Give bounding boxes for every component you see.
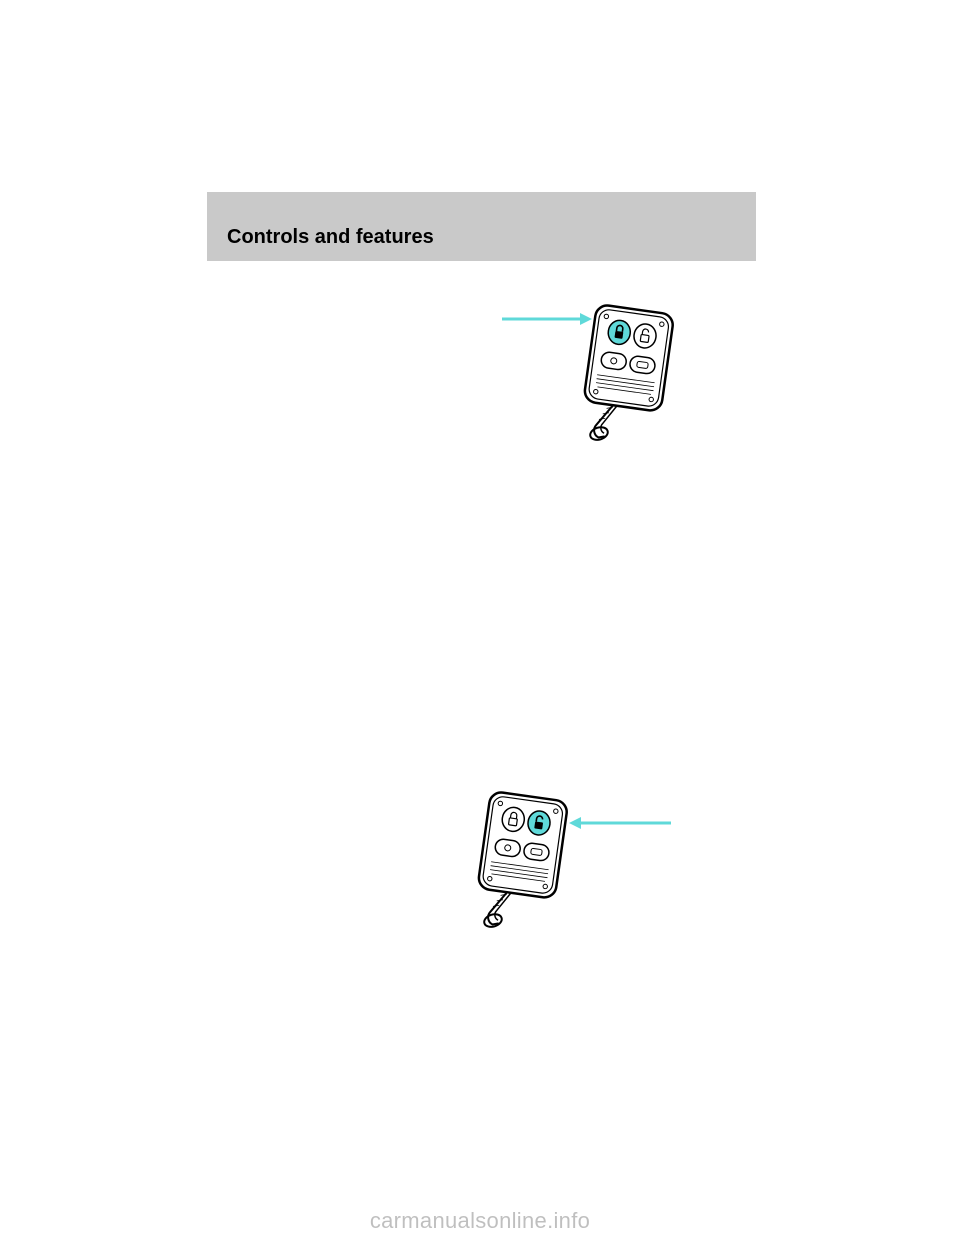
remote-body bbox=[578, 304, 674, 451]
watermark-text: carmanualsonline.info bbox=[370, 1208, 590, 1234]
remote-body-2 bbox=[472, 791, 568, 938]
remote-unlock-diagram bbox=[461, 781, 691, 976]
arrow-to-lock bbox=[502, 313, 592, 325]
page-frame: Controls and features bbox=[207, 192, 756, 283]
section-header: Controls and features bbox=[207, 192, 756, 261]
arrow-to-unlock bbox=[569, 817, 671, 829]
remote-lock-diagram bbox=[492, 289, 692, 474]
remote-unlock-svg bbox=[461, 781, 691, 971]
section-title: Controls and features bbox=[227, 226, 434, 249]
remote-lock-svg bbox=[492, 289, 692, 469]
